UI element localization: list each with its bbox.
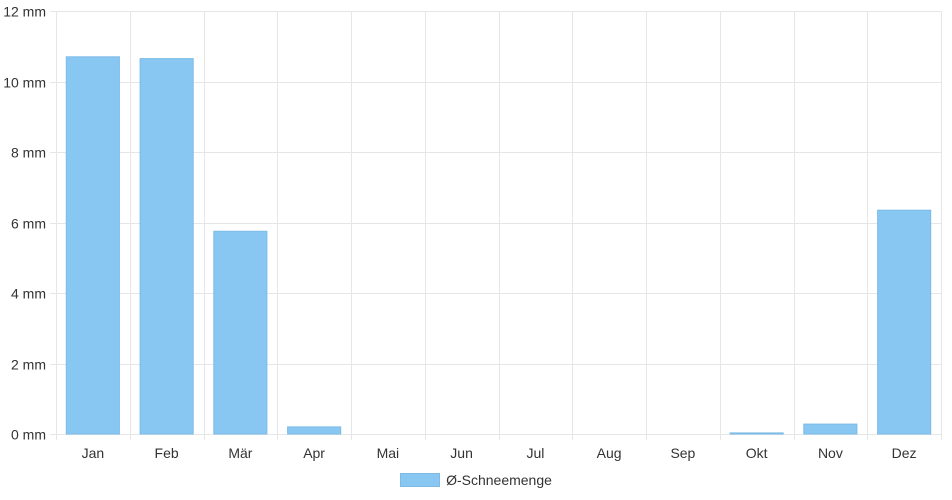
x-axis: Jan Feb Mär Apr Mai Jun Jul Aug Sep Okt Nov Dez bbox=[82, 445, 917, 461]
x-tick-label: Nov bbox=[818, 445, 843, 461]
x-tick-label: Sep bbox=[670, 445, 695, 461]
y-tick-label: 2 mm bbox=[11, 357, 46, 373]
bar-okt bbox=[729, 432, 784, 435]
x-tick-label: Jul bbox=[526, 445, 544, 461]
bar-nov bbox=[803, 423, 858, 435]
x-tick-label: Jan bbox=[82, 445, 105, 461]
bar-mär bbox=[213, 230, 268, 435]
y-tick-label: 10 mm bbox=[3, 75, 46, 91]
y-tick-label: 0 mm bbox=[11, 427, 46, 443]
y-tick-label: 4 mm bbox=[11, 286, 46, 302]
chart-grid bbox=[50, 11, 942, 440]
legend-swatch bbox=[400, 473, 441, 487]
bar-apr bbox=[287, 426, 342, 435]
x-tick-label: Jun bbox=[450, 445, 473, 461]
bar-jan bbox=[65, 56, 120, 435]
chart-legend[interactable]: Ø-Schneemenge bbox=[0, 472, 952, 488]
y-axis: 0 mm 2 mm 4 mm 6 mm 8 mm 10 mm 12 mm bbox=[3, 4, 46, 443]
x-tick-label: Mai bbox=[377, 445, 400, 461]
x-tick-label: Feb bbox=[155, 445, 179, 461]
x-tick-label: Aug bbox=[597, 445, 622, 461]
x-tick-label: Apr bbox=[303, 445, 325, 461]
bar-dez bbox=[877, 209, 932, 435]
bar-feb bbox=[139, 58, 194, 435]
chart-bars bbox=[65, 56, 932, 435]
x-tick-label: Dez bbox=[892, 445, 917, 461]
x-tick-label: Okt bbox=[746, 445, 768, 461]
y-tick-label: 6 mm bbox=[11, 216, 46, 232]
x-tick-label: Mär bbox=[228, 445, 252, 461]
legend-label: Ø-Schneemenge bbox=[446, 472, 552, 488]
y-tick-label: 12 mm bbox=[3, 4, 46, 20]
y-tick-label: 8 mm bbox=[11, 145, 46, 161]
